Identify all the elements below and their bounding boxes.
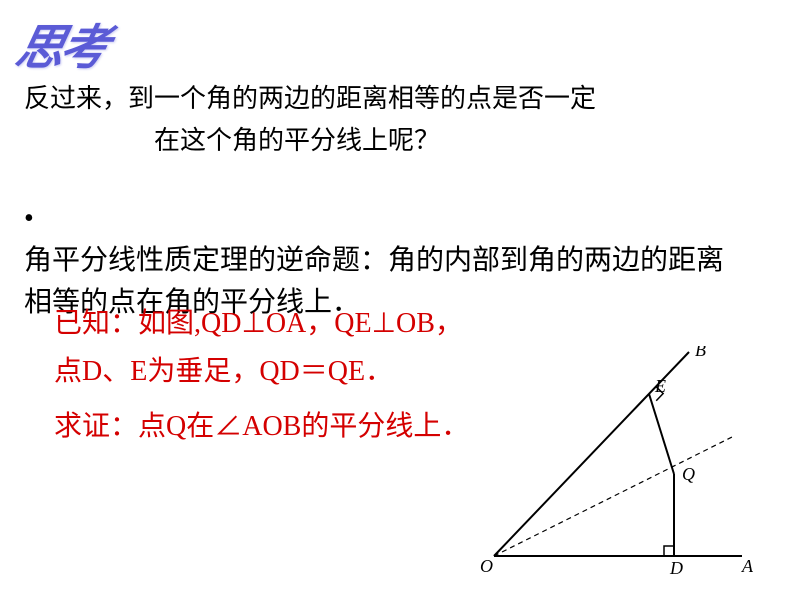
given-line-1: 已知：如图,QD⊥OA，QE⊥OB， — [54, 300, 463, 348]
question-line-1: 反过来，到一个角的两边的距离相等的点是否一定 — [24, 78, 596, 120]
given-line-2: 点D、E为垂足，QD＝QE． — [54, 348, 463, 396]
page-title: 思考 — [11, 8, 114, 78]
svg-text:B: B — [695, 346, 706, 360]
question-line-2: 在这个角的平分线上呢？ — [24, 120, 596, 162]
given-block: 已知：如图,QD⊥OA，QE⊥OB， 点D、E为垂足，QD＝QE． — [54, 300, 463, 395]
prove-text: 求证：点Q在∠AOB的平分线上． — [54, 404, 469, 444]
question-block: 反过来，到一个角的两边的距离相等的点是否一定 在这个角的平分线上呢？ — [24, 78, 596, 161]
svg-text:Q: Q — [682, 464, 695, 484]
bullet-dot: • — [24, 198, 52, 240]
svg-text:O: O — [480, 556, 493, 576]
geometry-diagram: O A B D E Q — [474, 346, 754, 576]
svg-text:E: E — [654, 376, 666, 396]
svg-text:D: D — [669, 558, 683, 576]
svg-text:A: A — [741, 556, 754, 576]
